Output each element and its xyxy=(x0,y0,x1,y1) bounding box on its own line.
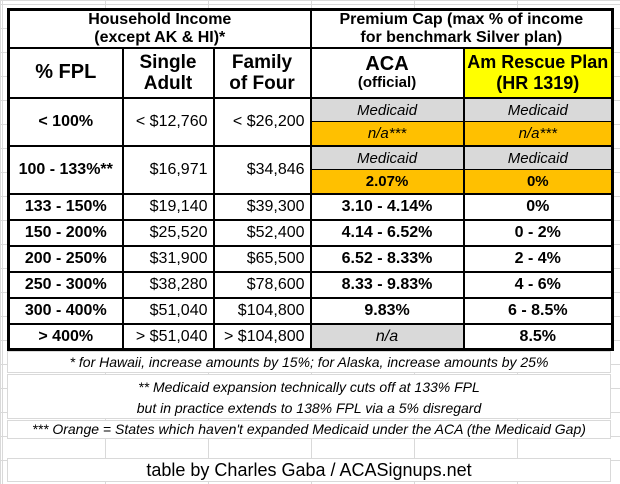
single-adult-cell: $25,520 xyxy=(121,218,215,247)
arp-premium-cell: 8.5% xyxy=(462,322,614,351)
single-adult-cell: > $51,040 xyxy=(121,322,215,351)
family-of-four-cell: $104,800 xyxy=(212,296,312,325)
col-header-aca: ACA (official) xyxy=(309,46,465,99)
single-adult-cell: $19,140 xyxy=(121,192,215,221)
col-header-arp-label: Am Rescue Plan xyxy=(467,52,609,73)
single-adult-cell: $51,040 xyxy=(121,296,215,325)
arp-premium-cell: 4 - 6% xyxy=(462,270,614,299)
family-of-four-cell: $52,400 xyxy=(212,218,312,247)
col-header-am-rescue-plan: Am Rescue Plan (HR 1319) xyxy=(462,46,614,99)
footnote-hawaii-alaska: * for Hawaii, increase amounts by 15%; f… xyxy=(7,351,611,373)
aca-premium-cell: 3.10 - 4.14% xyxy=(309,192,465,221)
footnote-medicaid-expansion-line1: ** Medicaid expansion technically cuts o… xyxy=(138,379,480,395)
aca-premium-cell: 4.14 - 6.52% xyxy=(309,218,465,247)
col-header-single-adult: Single Adult xyxy=(121,46,215,99)
single-adult-cell: < $12,760 xyxy=(121,96,215,147)
aca-premium-cell: 2.07% xyxy=(309,169,465,195)
single-adult-cell: $16,971 xyxy=(121,144,215,195)
fpl-cell: 200 - 250% xyxy=(7,244,124,273)
arp-premium-cell: 6 - 8.5% xyxy=(462,296,614,325)
arp-premium-cell: 0% xyxy=(462,169,614,195)
aca-premium-cell: 6.52 - 8.33% xyxy=(309,244,465,273)
fpl-cell: < 100% xyxy=(7,96,124,147)
aca-na-cell: n/a xyxy=(309,322,465,351)
single-adult-cell: $38,280 xyxy=(121,270,215,299)
aca-premium-cell: 8.33 - 9.83% xyxy=(309,270,465,299)
arp-medicaid-cell: Medicaid xyxy=(462,97,614,123)
fpl-cell: 250 - 300% xyxy=(7,270,124,299)
fpl-cell: 100 - 133%** xyxy=(7,144,124,195)
arp-medicaid-cell: Medicaid xyxy=(462,145,614,171)
family-of-four-cell: $39,300 xyxy=(212,192,312,221)
family-of-four-cell: $34,846 xyxy=(212,144,312,195)
family-of-four-cell: > $104,800 xyxy=(212,322,312,351)
fpl-cell: 150 - 200% xyxy=(7,218,124,247)
family-of-four-cell: $65,500 xyxy=(212,244,312,273)
col-header-aca-sublabel: (official) xyxy=(357,74,417,92)
col-header-arp-sublabel: (HR 1319) xyxy=(496,72,580,93)
arp-premium-cell: 0 - 2% xyxy=(462,218,614,247)
footnote-medicaid-expansion-line2: but in practice extends to 138% FPL via … xyxy=(136,400,482,416)
fpl-cell: 300 - 400% xyxy=(7,296,124,325)
footnote-orange-legend: *** Orange = States which haven't expand… xyxy=(7,420,611,439)
family-of-four-cell: < $26,200 xyxy=(212,96,312,147)
fpl-cell: > 400% xyxy=(7,322,124,351)
aca-premium-cell: 9.83% xyxy=(309,296,465,325)
aca-medicaid-cell: Medicaid xyxy=(309,145,465,171)
arp-premium-cell: 0% xyxy=(462,192,614,221)
col-header-fpl: % FPL xyxy=(7,46,124,99)
col-header-aca-label: ACA xyxy=(365,53,409,76)
aca-na-cell: n/a*** xyxy=(309,121,465,147)
single-adult-cell: $31,900 xyxy=(121,244,215,273)
premium-cap-group-header: Premium Cap (max % of income for benchma… xyxy=(309,8,614,49)
table-credit-caption: table by Charles Gaba / ACASignups.net xyxy=(7,458,611,482)
household-income-group-header: Household Income (except AK & HI)* xyxy=(7,8,312,49)
fpl-cell: 133 - 150% xyxy=(7,192,124,221)
income-premium-cap-table: Household Income (except AK & HI)* Premi… xyxy=(7,8,615,352)
arp-premium-cell: 2 - 4% xyxy=(462,244,614,273)
aca-medicaid-cell: Medicaid xyxy=(309,97,465,123)
col-header-family-of-four: Family of Four xyxy=(212,46,312,99)
footnote-medicaid-expansion: ** Medicaid expansion technically cuts o… xyxy=(7,374,611,419)
arp-na-cell: n/a*** xyxy=(462,121,614,147)
family-of-four-cell: $78,600 xyxy=(212,270,312,299)
